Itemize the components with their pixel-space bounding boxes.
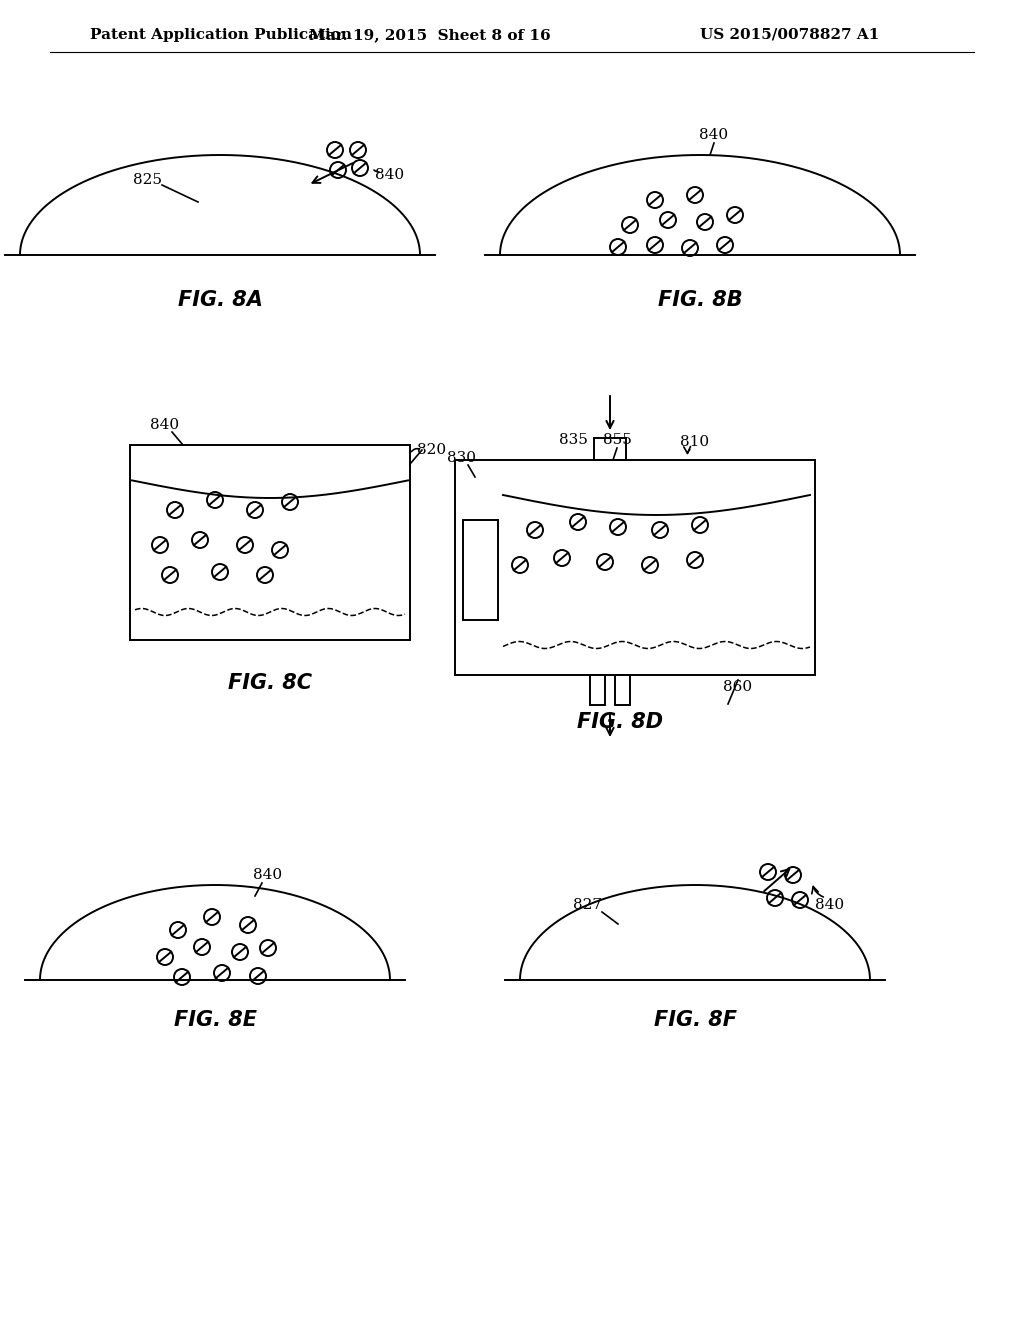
Text: Mar. 19, 2015  Sheet 8 of 16: Mar. 19, 2015 Sheet 8 of 16 (309, 28, 551, 42)
Bar (455, 459, 815, 675)
Text: Patent Application Publication: Patent Application Publication (90, 28, 352, 42)
Bar (594, 438, 626, 459)
Bar (615, 675, 630, 705)
Text: 840: 840 (815, 898, 845, 912)
Text: 840: 840 (376, 168, 404, 182)
Text: US 2015/0078827 A1: US 2015/0078827 A1 (700, 28, 880, 42)
Text: FIG. 8E: FIG. 8E (173, 1010, 256, 1030)
Text: 825: 825 (133, 173, 163, 187)
Bar (590, 675, 605, 705)
Text: 855: 855 (602, 433, 632, 447)
Text: FIG. 8C: FIG. 8C (228, 673, 312, 693)
Text: FIG. 8B: FIG. 8B (657, 290, 742, 310)
Text: 820: 820 (418, 444, 446, 457)
Text: 835: 835 (558, 433, 588, 447)
Bar (463, 520, 498, 620)
Text: 840: 840 (699, 128, 728, 143)
Text: FIG. 8D: FIG. 8D (577, 711, 664, 733)
Bar (130, 445, 410, 640)
Text: FIG. 8F: FIG. 8F (653, 1010, 736, 1030)
Text: 810: 810 (680, 436, 710, 449)
Text: 830: 830 (447, 451, 476, 465)
Text: 860: 860 (723, 680, 753, 694)
Text: 840: 840 (253, 869, 283, 882)
Text: FIG. 8A: FIG. 8A (177, 290, 262, 310)
Text: 840: 840 (151, 418, 179, 432)
Text: 827: 827 (573, 898, 602, 912)
